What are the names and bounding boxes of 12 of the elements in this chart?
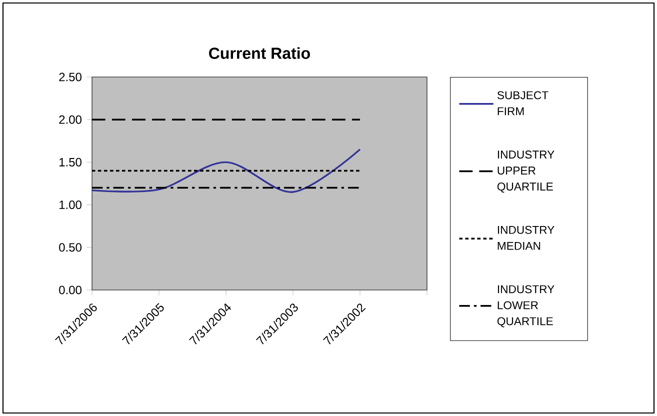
y-tick-label: 2.00 xyxy=(59,115,82,124)
line-series xyxy=(91,148,361,193)
chart-title: Current Ratio xyxy=(209,47,310,59)
legend-label: SUBJECT FIRM xyxy=(497,91,548,116)
legend-label: INDUSTRY MEDIAN xyxy=(498,226,554,250)
y-tick-label: 1.00 xyxy=(60,200,82,210)
legend-label: INDUSTRY UPPER QUARTILE xyxy=(497,150,554,193)
y-tick-label: 1.50 xyxy=(60,158,82,166)
y-tick-label: 0.50 xyxy=(59,243,82,252)
legend-label: INDUSTRY LOWER QUARTILE xyxy=(497,285,554,328)
y-tick-label: 0.00 xyxy=(59,286,82,294)
y-tick-label: 2.50 xyxy=(59,72,82,82)
